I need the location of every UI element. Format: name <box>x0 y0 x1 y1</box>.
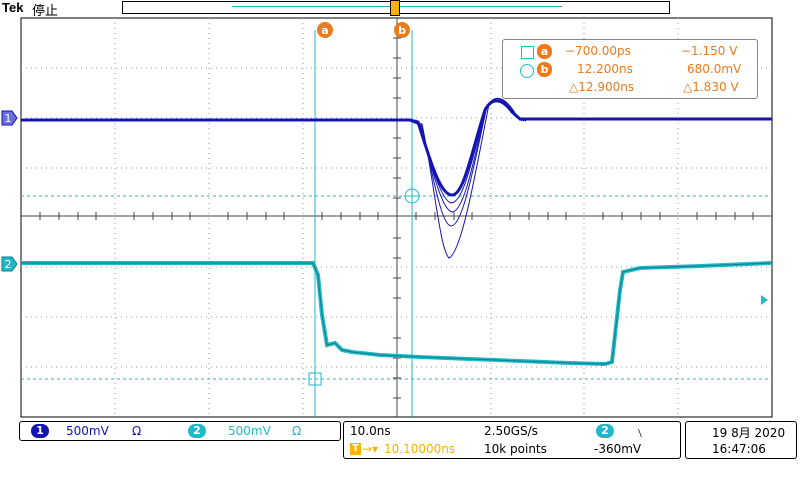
ch1-level-marker-icon[interactable] <box>1 110 18 126</box>
cursor-a-square-icon <box>308 372 322 386</box>
date-time-panel: 19 8月 2020 16:47:06 <box>685 421 797 459</box>
time-readout: 16:47:06 <box>712 442 766 456</box>
ch1-scale[interactable]: 500mV <box>66 424 109 438</box>
graticule-ticks <box>39 37 754 399</box>
cursor-a-badge-label: a <box>321 24 328 37</box>
ch1-waveform <box>21 97 772 259</box>
cursor-lines[interactable] <box>314 30 413 417</box>
cursor-b-circle-icon <box>520 64 534 78</box>
cursor-delta-volt: △1.830 V <box>683 80 739 94</box>
record-length[interactable]: 10k points <box>484 442 547 456</box>
cursor-readout: a −700.00ps −1.150 V b 12.200ns 680.0mV … <box>502 39 758 99</box>
cursor-a-volt: −1.150 V <box>681 44 738 58</box>
cursor-b-volt: 680.0mV <box>687 62 742 76</box>
trigger-position-marker-icon[interactable] <box>390 0 400 16</box>
trigger-source-badge[interactable]: 2 <box>596 424 614 438</box>
waveform-display[interactable]: a b 1 2 <box>0 0 800 420</box>
ch2-badge[interactable]: 2 <box>188 424 206 438</box>
cursor-a-time: −700.00ps <box>565 44 631 58</box>
cursor-a-row-badge-icon: a <box>537 44 552 59</box>
acquisition-state: 停止 <box>32 4 59 19</box>
ch2-level-marker-icon[interactable] <box>1 256 18 272</box>
trigger-level-marker-icon[interactable] <box>761 295 768 305</box>
cursor-level-lines <box>21 195 772 380</box>
trigger-slope-falling-icon: ﹨ <box>634 425 647 439</box>
cursor-b-time: 12.200ns <box>577 62 633 76</box>
ch2-marker-label: 2 <box>5 258 12 271</box>
cursor-delta-time: △12.900ns <box>569 80 635 94</box>
ch1-badge[interactable]: 1 <box>31 424 49 438</box>
brand-logo: Tek <box>2 0 24 15</box>
cursor-a-square-icon <box>521 46 534 59</box>
cursor-b-badge-label: b <box>398 24 406 37</box>
ch2-termination-ohm-icon: Ω <box>292 424 302 438</box>
graticule-center-axes <box>21 18 772 417</box>
cursor-b-row-badge-icon: b <box>537 62 552 77</box>
cursor-b-badge-icon[interactable] <box>394 22 410 38</box>
ch1-termination-ohm-icon: Ω <box>132 424 142 438</box>
trigger-t-icon: T <box>350 443 361 455</box>
ch2-scale[interactable]: 500mV <box>228 424 271 438</box>
trigger-position[interactable]: 10.10000ns <box>384 442 456 456</box>
date-readout: 19 8月 2020 <box>712 426 786 440</box>
cursor-a-badge-icon[interactable] <box>317 22 333 38</box>
channel-settings-panel[interactable]: 1 500mV Ω 2 500mV Ω <box>19 421 341 441</box>
timebase-trigger-panel[interactable]: 10.0ns 2.50GS/s 2 ﹨ T →▾ 10.10000ns 10k … <box>343 421 681 459</box>
trigger-level[interactable]: -360mV <box>594 442 642 456</box>
ch1-marker-label: 1 <box>5 112 12 125</box>
ch2-waveform <box>21 261 773 367</box>
trigger-arrow-icon: →▾ <box>362 442 379 456</box>
horizontal-scale[interactable]: 10.0ns <box>350 424 391 438</box>
sample-rate: 2.50GS/s <box>484 424 538 438</box>
top-bar: Tek 停止 <box>0 0 800 19</box>
